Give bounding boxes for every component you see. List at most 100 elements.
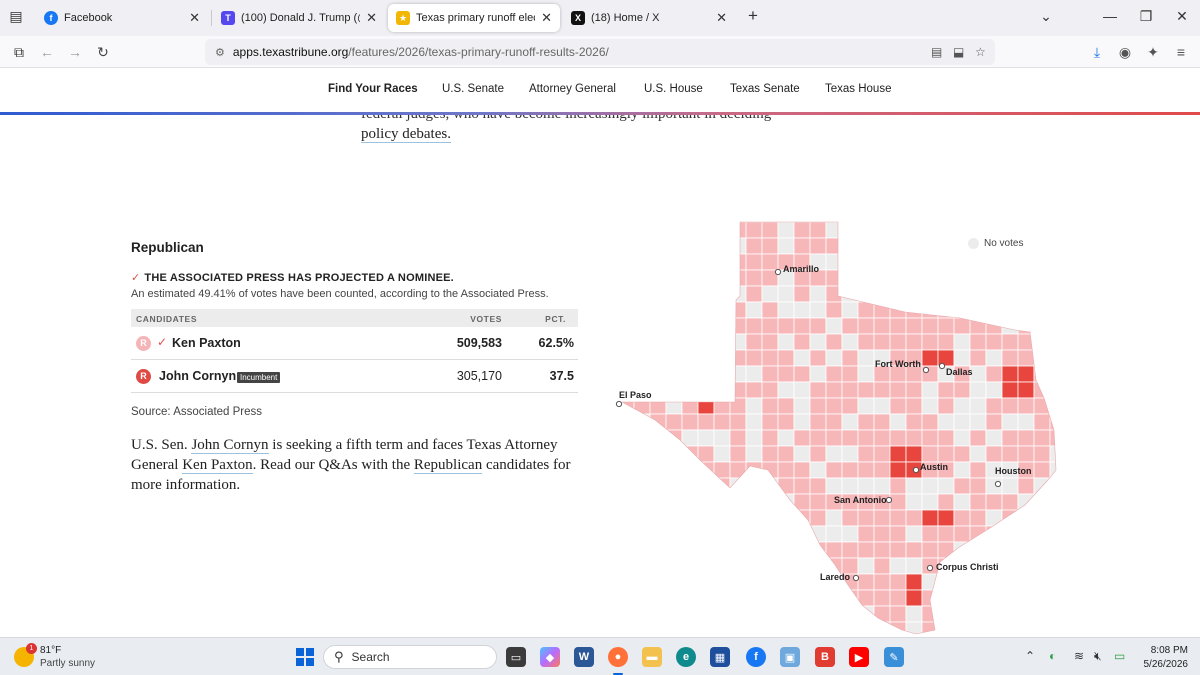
system-clock[interactable]: 8:08 PM 5/26/2026: [1140, 644, 1189, 672]
brave-like-b-icon[interactable]: B: [815, 647, 835, 667]
county-cell[interactable]: [713, 557, 731, 575]
county-cell[interactable]: [697, 477, 715, 495]
county-cell[interactable]: [729, 461, 747, 479]
county-cell[interactable]: [1049, 397, 1066, 415]
county-cell[interactable]: [889, 541, 907, 559]
county-cell[interactable]: [793, 237, 811, 255]
county-cell[interactable]: [969, 285, 987, 303]
county-cell[interactable]: [665, 237, 683, 255]
county-cell[interactable]: [761, 493, 779, 511]
county-cell[interactable]: [793, 429, 811, 447]
county-cell[interactable]: [825, 621, 843, 635]
county-cell[interactable]: [825, 541, 843, 559]
county-cell[interactable]: [889, 573, 907, 591]
county-cell[interactable]: [1033, 573, 1051, 591]
county-cell[interactable]: [953, 621, 971, 635]
county-cell[interactable]: [1033, 589, 1051, 607]
county-cell[interactable]: [1033, 349, 1051, 367]
county-cell[interactable]: [905, 253, 923, 271]
county-cell[interactable]: [777, 365, 795, 383]
county-cell[interactable]: [713, 509, 731, 527]
county-cell[interactable]: [953, 429, 971, 447]
county-cell[interactable]: [985, 573, 1003, 591]
county-cell[interactable]: [1033, 557, 1051, 575]
county-cell[interactable]: [1033, 222, 1051, 239]
county-cell[interactable]: [889, 317, 907, 335]
county-cell[interactable]: [777, 397, 795, 415]
county-cell[interactable]: [633, 253, 651, 271]
county-cell[interactable]: [1049, 525, 1066, 543]
store-icon[interactable]: ▦: [710, 647, 730, 667]
county-cell[interactable]: [873, 477, 891, 495]
county-cell[interactable]: [889, 413, 907, 431]
county-cell[interactable]: [921, 285, 939, 303]
county-cell[interactable]: [1033, 253, 1051, 271]
close-icon[interactable]: ✕: [541, 10, 552, 25]
county-cell[interactable]: [953, 333, 971, 351]
county-cell[interactable]: [873, 621, 891, 635]
county-cell[interactable]: [1001, 413, 1019, 431]
extensions-icon[interactable]: ✦: [1147, 44, 1159, 60]
county-cell[interactable]: [665, 317, 683, 335]
county-cell[interactable]: [761, 349, 779, 367]
county-cell[interactable]: [953, 525, 971, 543]
county-cell[interactable]: [665, 445, 683, 463]
county-cell[interactable]: [841, 333, 859, 351]
county-cell[interactable]: [777, 605, 795, 623]
county-cell[interactable]: [1017, 237, 1035, 255]
county-cell[interactable]: [745, 222, 763, 239]
county-cell[interactable]: [618, 445, 635, 463]
save-to-pocket-icon[interactable]: ⬓: [953, 45, 965, 59]
county-cell[interactable]: [697, 525, 715, 543]
county-cell[interactable]: [937, 222, 955, 239]
county-cell[interactable]: [921, 605, 939, 623]
county-cell[interactable]: [713, 621, 731, 635]
county-cell[interactable]: [649, 445, 667, 463]
county-cell[interactable]: [1017, 605, 1035, 623]
county-cell[interactable]: [937, 525, 955, 543]
county-cell[interactable]: [953, 573, 971, 591]
county-cell[interactable]: [905, 589, 923, 607]
bookmark-star-icon[interactable]: ☆: [975, 45, 986, 59]
county-cell[interactable]: [777, 237, 795, 255]
county-cell[interactable]: [697, 541, 715, 559]
county-cell[interactable]: [905, 285, 923, 303]
county-cell[interactable]: [905, 397, 923, 415]
county-cell[interactable]: [633, 301, 651, 319]
county-cell[interactable]: [793, 285, 811, 303]
county-cell[interactable]: [953, 589, 971, 607]
county-cell[interactable]: [713, 573, 731, 591]
county-cell[interactable]: [649, 301, 667, 319]
county-cell[interactable]: [697, 222, 715, 239]
county-cell[interactable]: [1033, 445, 1051, 463]
county-cell[interactable]: [618, 477, 635, 495]
county-cell[interactable]: [873, 541, 891, 559]
county-cell[interactable]: [937, 253, 955, 271]
county-cell[interactable]: [649, 222, 667, 239]
county-cell[interactable]: [1017, 381, 1035, 399]
county-cell[interactable]: [745, 573, 763, 591]
facebook-app-icon[interactable]: f: [746, 647, 766, 667]
county-cell[interactable]: [793, 509, 811, 527]
county-cell[interactable]: [649, 589, 667, 607]
tab-texas-tribune[interactable]: ★ Texas primary runoff election re ✕: [388, 4, 560, 32]
county-cell[interactable]: [825, 269, 843, 287]
county-cell[interactable]: [825, 285, 843, 303]
county-cell[interactable]: [633, 589, 651, 607]
county-cell[interactable]: [937, 237, 955, 255]
county-cell[interactable]: [761, 317, 779, 335]
county-cell[interactable]: [1001, 301, 1019, 319]
word-icon[interactable]: W: [574, 647, 594, 667]
county-cell[interactable]: [1049, 285, 1066, 303]
county-cell[interactable]: [825, 317, 843, 335]
county-cell[interactable]: [1049, 493, 1066, 511]
county-cell[interactable]: [618, 493, 635, 511]
county-cell[interactable]: [729, 333, 747, 351]
county-cell[interactable]: [793, 557, 811, 575]
county-cell[interactable]: [777, 413, 795, 431]
show-hidden-icons[interactable]: ⌃: [1025, 649, 1036, 663]
county-cell[interactable]: [1017, 541, 1035, 559]
county-cell[interactable]: [985, 589, 1003, 607]
county-cell[interactable]: [889, 557, 907, 575]
county-cell[interactable]: [761, 397, 779, 415]
